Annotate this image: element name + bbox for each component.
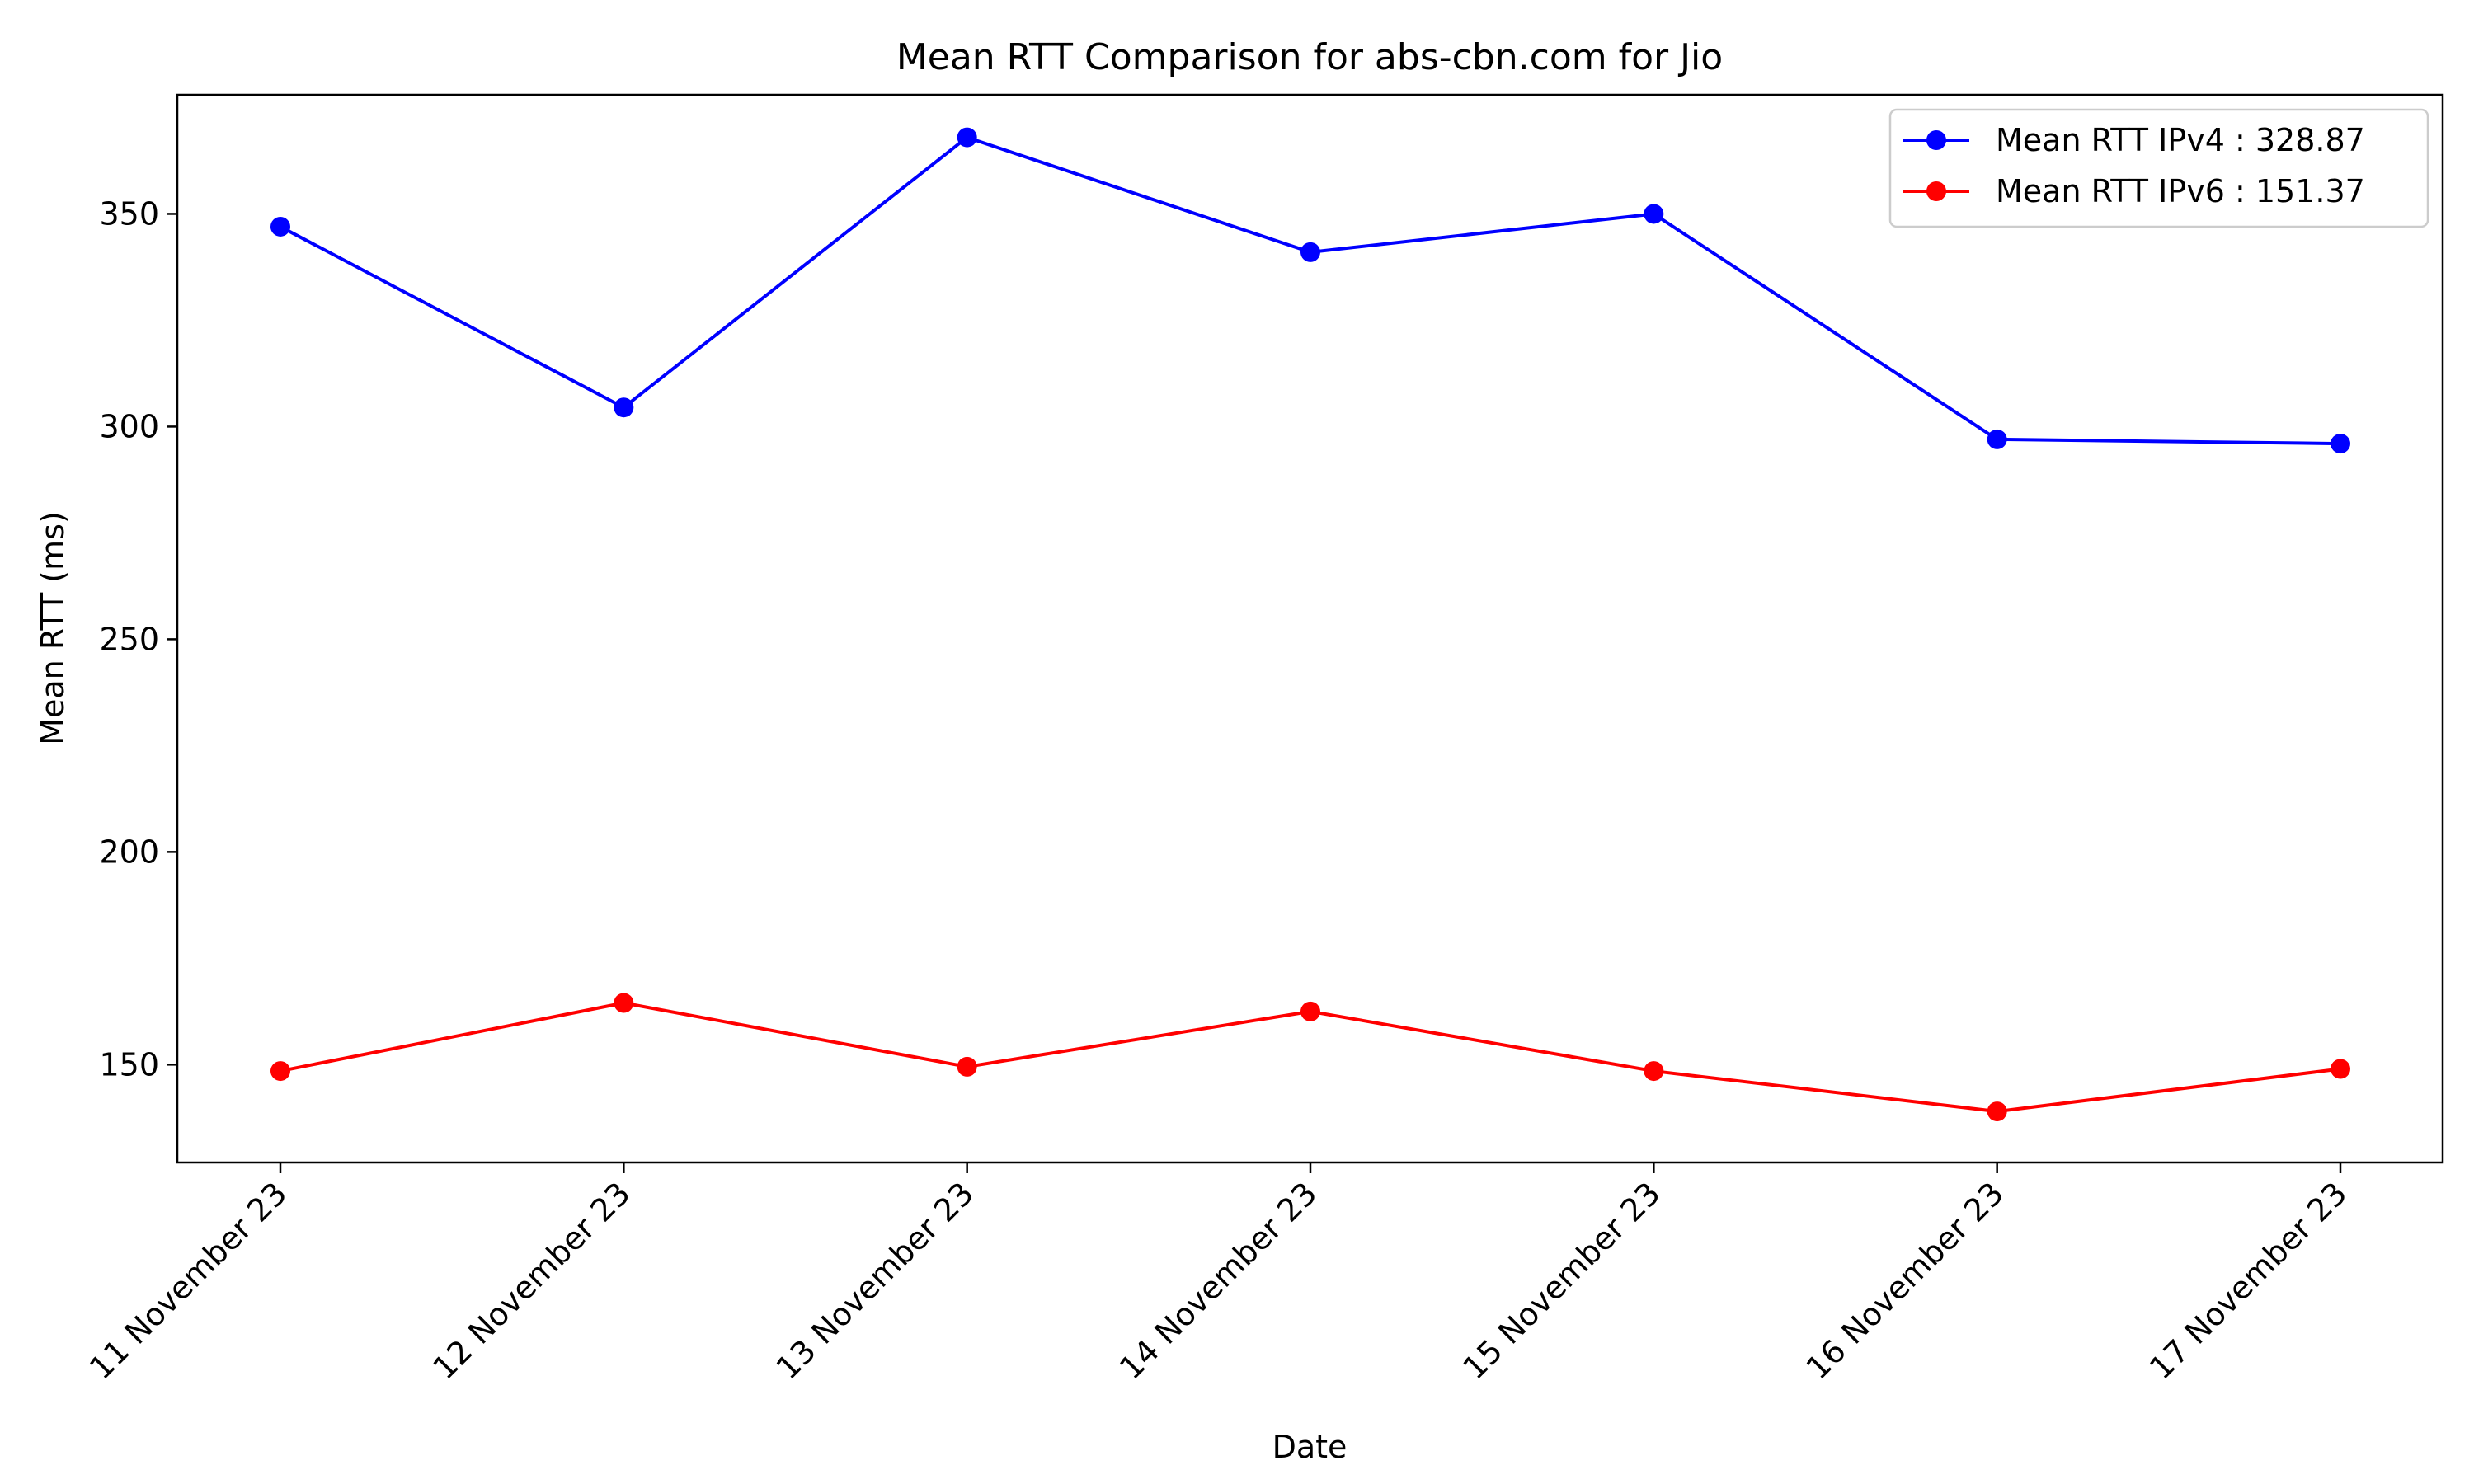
- x-axis-label: Date: [1272, 1429, 1348, 1465]
- y-axis-label: Mean RTT (ms): [35, 511, 71, 745]
- legend-marker: [1926, 130, 1946, 150]
- legend: Mean RTT IPv4 : 328.87 Mean RTT IPv6 : 15…: [1888, 108, 2429, 228]
- y-tick-label: 200: [99, 834, 159, 870]
- y-tick-label: 150: [99, 1046, 159, 1082]
- y-tick-label: 300: [99, 408, 159, 444]
- data-point-ipv4: [957, 127, 977, 148]
- y-tick-label: 250: [99, 621, 159, 657]
- chart-title: Mean RTT Comparison for abs-cbn.com for …: [896, 36, 1723, 78]
- y-axis: 150 200 250 300 350: [99, 195, 177, 1082]
- y-tick-label: 350: [99, 195, 159, 232]
- data-point-ipv6: [957, 1056, 977, 1077]
- data-point-ipv4: [2331, 434, 2350, 454]
- legend-label: Mean RTT IPv6 : 151.37: [1996, 173, 2365, 209]
- data-point-ipv4: [270, 216, 290, 237]
- series-layer: [270, 127, 2350, 1122]
- data-point-ipv4: [1644, 204, 1664, 224]
- data-point-ipv6: [2331, 1059, 2350, 1079]
- legend-marker: [1926, 181, 1946, 201]
- legend-label: Mean RTT IPv4 : 328.87: [1996, 122, 2365, 158]
- data-point-ipv6: [1987, 1101, 2007, 1122]
- data-point-ipv6: [614, 993, 634, 1013]
- legend-box: [1888, 108, 2429, 228]
- data-point-ipv4: [1987, 429, 2007, 449]
- data-point-ipv4: [614, 397, 634, 418]
- data-point-ipv6: [1300, 1001, 1320, 1021]
- data-point-ipv6: [1644, 1061, 1664, 1082]
- data-point-ipv4: [1300, 242, 1320, 262]
- data-point-ipv6: [270, 1061, 290, 1082]
